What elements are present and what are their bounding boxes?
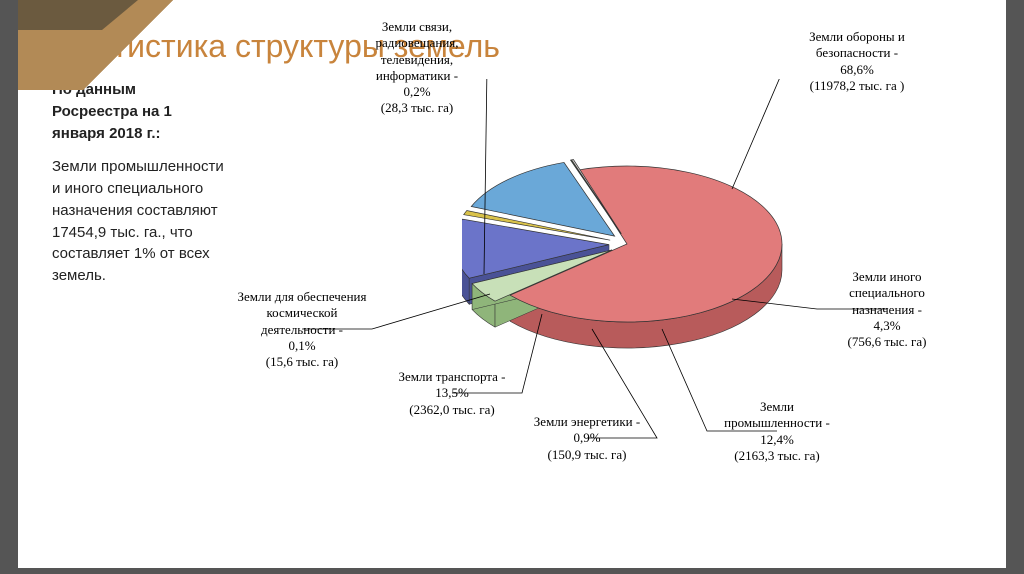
pie-label-energy: Земли энергетики - 0,9% (150,9 тыс. га) bbox=[502, 414, 672, 463]
pie-chart: Земли обороны и безопасности - 68,6% (11… bbox=[232, 79, 972, 539]
pie-label-industry: Земли промышленности - 12,4% (2163,3 тыс… bbox=[692, 399, 862, 464]
pie-label-transport: Земли транспорта - 13,5% (2362,0 тыс. га… bbox=[367, 369, 537, 418]
pie-label-comms: Земли связи, радиовещания, телевидения, … bbox=[332, 19, 502, 117]
pie-svg bbox=[462, 149, 792, 369]
pie-label-space: Земли для обеспечения космической деятел… bbox=[217, 289, 387, 370]
pie-label-other: Земли иного специального назначения - 4,… bbox=[802, 269, 972, 350]
sidebar-body: Земли промышленности и иного специальног… bbox=[52, 156, 224, 287]
pie-label-defense: Земли обороны и безопасности - 68,6% (11… bbox=[772, 29, 942, 94]
sidebar-text: По данным Росреестра на 1 января 2018 г.… bbox=[52, 79, 224, 539]
